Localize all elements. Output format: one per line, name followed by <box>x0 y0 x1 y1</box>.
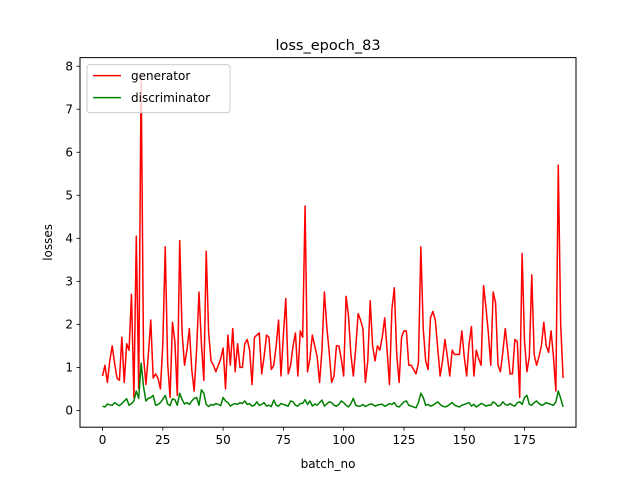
x-ticks: 0 25 50 75 100 125 150 175 <box>99 427 536 447</box>
y-tick-label: 8 <box>65 60 73 74</box>
x-axis-label: batch_no <box>301 457 356 471</box>
x-tick-label: 0 <box>99 433 107 447</box>
y-tick-label: 1 <box>65 361 73 375</box>
series-line-generator <box>101 74 564 399</box>
x-tick-label: 50 <box>215 433 230 447</box>
y-tick-label: 5 <box>65 189 73 203</box>
series-layer <box>101 74 564 409</box>
legend-label-generator: generator <box>131 69 190 83</box>
y-ticks: 0 1 2 3 4 5 6 7 8 <box>65 60 80 418</box>
x-tick-label: 25 <box>155 433 170 447</box>
x-tick-label: 125 <box>393 433 416 447</box>
y-tick-label: 0 <box>65 404 73 418</box>
chart-title: loss_epoch_83 <box>275 38 380 54</box>
y-tick-label: 7 <box>65 103 73 117</box>
legend-label-discriminator: discriminator <box>131 91 210 105</box>
y-tick-label: 4 <box>65 232 73 246</box>
x-tick-label: 75 <box>276 433 291 447</box>
y-tick-label: 2 <box>65 318 73 332</box>
y-tick-label: 6 <box>65 146 73 160</box>
series-line-discriminator <box>102 362 564 409</box>
y-axis-label: losses <box>41 224 55 261</box>
x-tick-label: 100 <box>332 433 355 447</box>
plot-frame <box>79 57 577 428</box>
x-tick-label: 150 <box>453 433 476 447</box>
y-tick-label: 3 <box>65 275 73 289</box>
legend: generator discriminator <box>86 64 231 114</box>
x-tick-label: 175 <box>513 433 536 447</box>
legend-box <box>86 64 231 114</box>
